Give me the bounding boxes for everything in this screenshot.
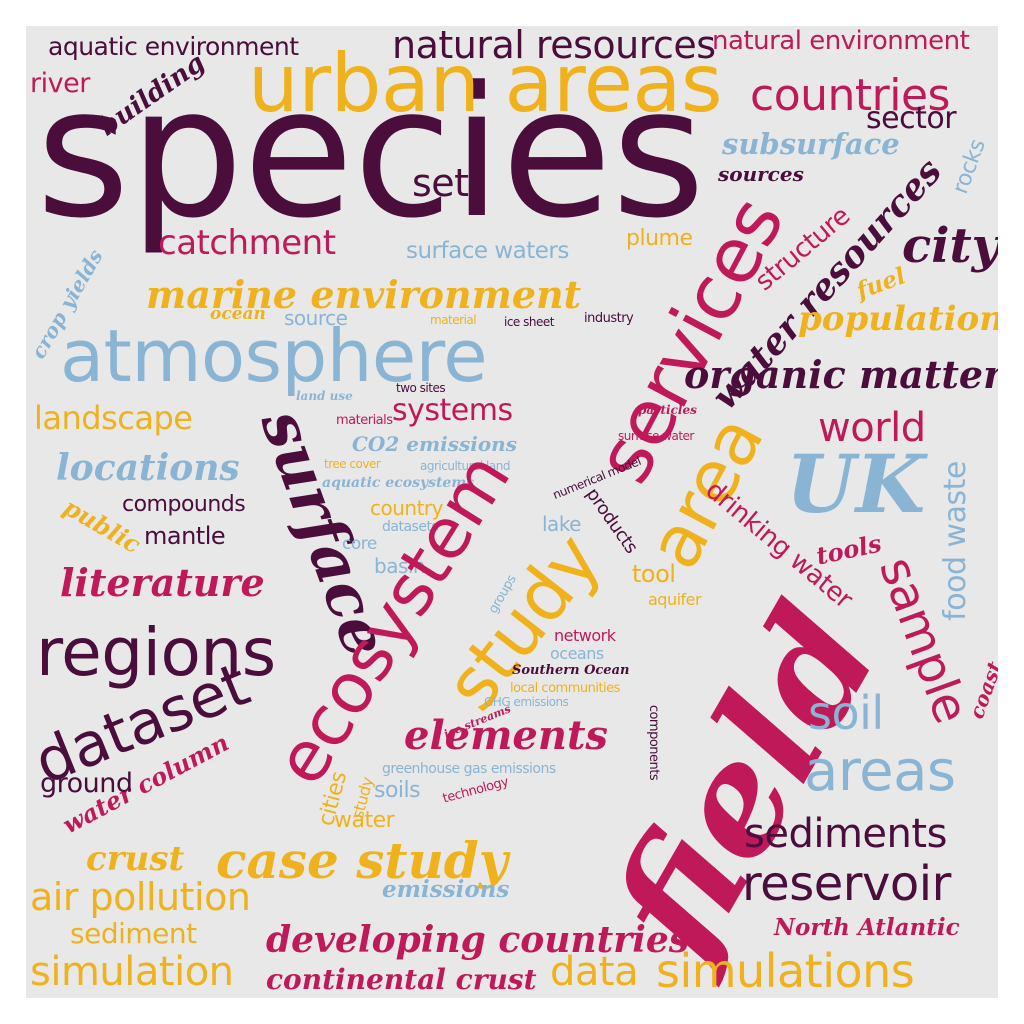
word: technology	[441, 774, 510, 807]
word: water	[334, 808, 395, 833]
word: soil	[808, 686, 884, 740]
word: soils	[374, 778, 421, 803]
word: world	[818, 405, 926, 451]
word: Southern Ocean	[512, 663, 630, 678]
word: GHG emissions	[484, 695, 569, 709]
word: marine environment	[146, 272, 582, 317]
word: species	[36, 49, 705, 258]
word: regions	[36, 614, 276, 691]
word: crust	[86, 839, 185, 879]
word: network	[554, 626, 616, 645]
word: compounds	[122, 492, 246, 517]
word: tool	[632, 560, 676, 588]
word: simulation	[30, 949, 234, 995]
word: case study	[216, 831, 508, 890]
word: aquatic ecosystems	[322, 475, 475, 491]
word: elements	[404, 712, 608, 759]
word: countries	[750, 70, 950, 121]
word: country	[370, 496, 443, 520]
word: ocean	[210, 304, 266, 324]
word: areas	[804, 739, 956, 804]
word: sources	[718, 162, 804, 186]
word: ground	[40, 768, 133, 799]
word: particles	[638, 403, 697, 417]
word: river	[30, 68, 90, 99]
word: sector	[866, 101, 957, 136]
word: locations	[56, 447, 240, 489]
word: continental crust	[266, 963, 537, 996]
word: air pollution	[30, 875, 251, 919]
word: urban areas	[248, 37, 723, 130]
word: sediment	[70, 917, 197, 950]
word: datasets	[382, 519, 439, 535]
word: greenhouse gas emissions	[382, 761, 556, 777]
word: literature	[60, 560, 265, 605]
word: aquifer	[648, 590, 702, 609]
word: industry	[584, 311, 634, 326]
word: materials	[336, 413, 393, 428]
word: atmosphere	[60, 314, 488, 398]
word: population	[798, 299, 998, 339]
word: surface water	[618, 429, 694, 443]
word: source	[284, 306, 348, 330]
word: natural environment	[712, 26, 970, 56]
word: agricultural land	[420, 459, 510, 473]
word: core	[342, 534, 377, 554]
word: land use	[296, 389, 353, 403]
word: tools	[813, 528, 884, 571]
word: rocks	[948, 136, 991, 198]
word: reservoir	[742, 856, 951, 912]
word: sediments	[744, 811, 947, 857]
word: components	[646, 704, 662, 781]
word: organic matter	[684, 352, 998, 397]
word: city	[902, 218, 998, 274]
word: landscape	[34, 399, 193, 437]
word: UK	[786, 437, 926, 531]
word: mantle	[144, 522, 226, 550]
word: food waste	[937, 461, 973, 621]
word: subsurface	[722, 127, 900, 161]
word: catchment	[158, 223, 336, 263]
word: material	[430, 313, 477, 327]
word-cloud: species urban areas natural resources na…	[26, 26, 998, 998]
word: tree cover	[324, 457, 381, 471]
word: simulations	[656, 944, 915, 998]
word: developing countries	[266, 919, 690, 961]
word: natural resources	[392, 26, 716, 67]
word: emissions	[382, 876, 510, 903]
word: North Atlantic	[774, 914, 960, 941]
word: oceans	[550, 644, 604, 663]
word: surface waters	[406, 238, 569, 264]
word: set	[412, 161, 469, 205]
word: two sites	[396, 381, 446, 395]
word: ice sheet	[504, 315, 554, 329]
word: lake	[542, 512, 582, 536]
word: local communities	[510, 681, 620, 696]
word: systems	[392, 393, 513, 428]
word: plume	[626, 226, 693, 251]
word: basin	[374, 554, 426, 578]
word: CO2 emissions	[352, 432, 517, 456]
word: products	[581, 484, 642, 558]
word: aquatic environment	[48, 32, 299, 61]
word: data	[550, 949, 639, 995]
